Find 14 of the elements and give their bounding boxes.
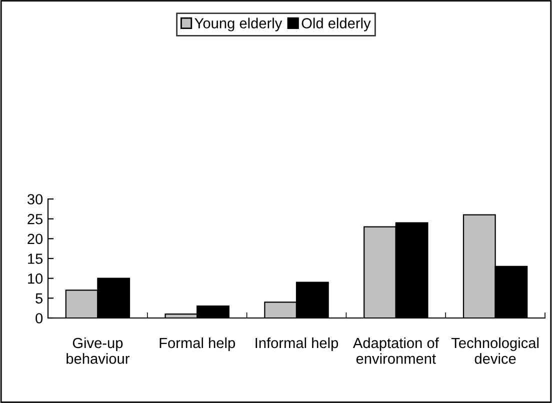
y-tick-label: 0 — [36, 313, 43, 324]
y-tick-label: 25 — [28, 214, 43, 224]
y-tick-label: 30 — [27, 194, 43, 204]
y-tick-label: 20 — [28, 234, 43, 244]
y-tick-label: 15 — [28, 254, 43, 264]
x-tick-label: Give-up behaviour — [66, 337, 130, 364]
x-tick-label: Adaptation of environment — [352, 337, 439, 364]
x-tick-label: Informal help — [256, 337, 338, 352]
x-tick-label: Technological device — [451, 337, 539, 364]
legend-label: Young elderly — [194, 18, 282, 32]
y-tick-label: 5 — [36, 293, 43, 304]
legend-label: Old elderly — [302, 18, 371, 32]
y-tick-label: 10 — [28, 273, 43, 284]
x-tick-label: Formal help — [160, 337, 235, 352]
